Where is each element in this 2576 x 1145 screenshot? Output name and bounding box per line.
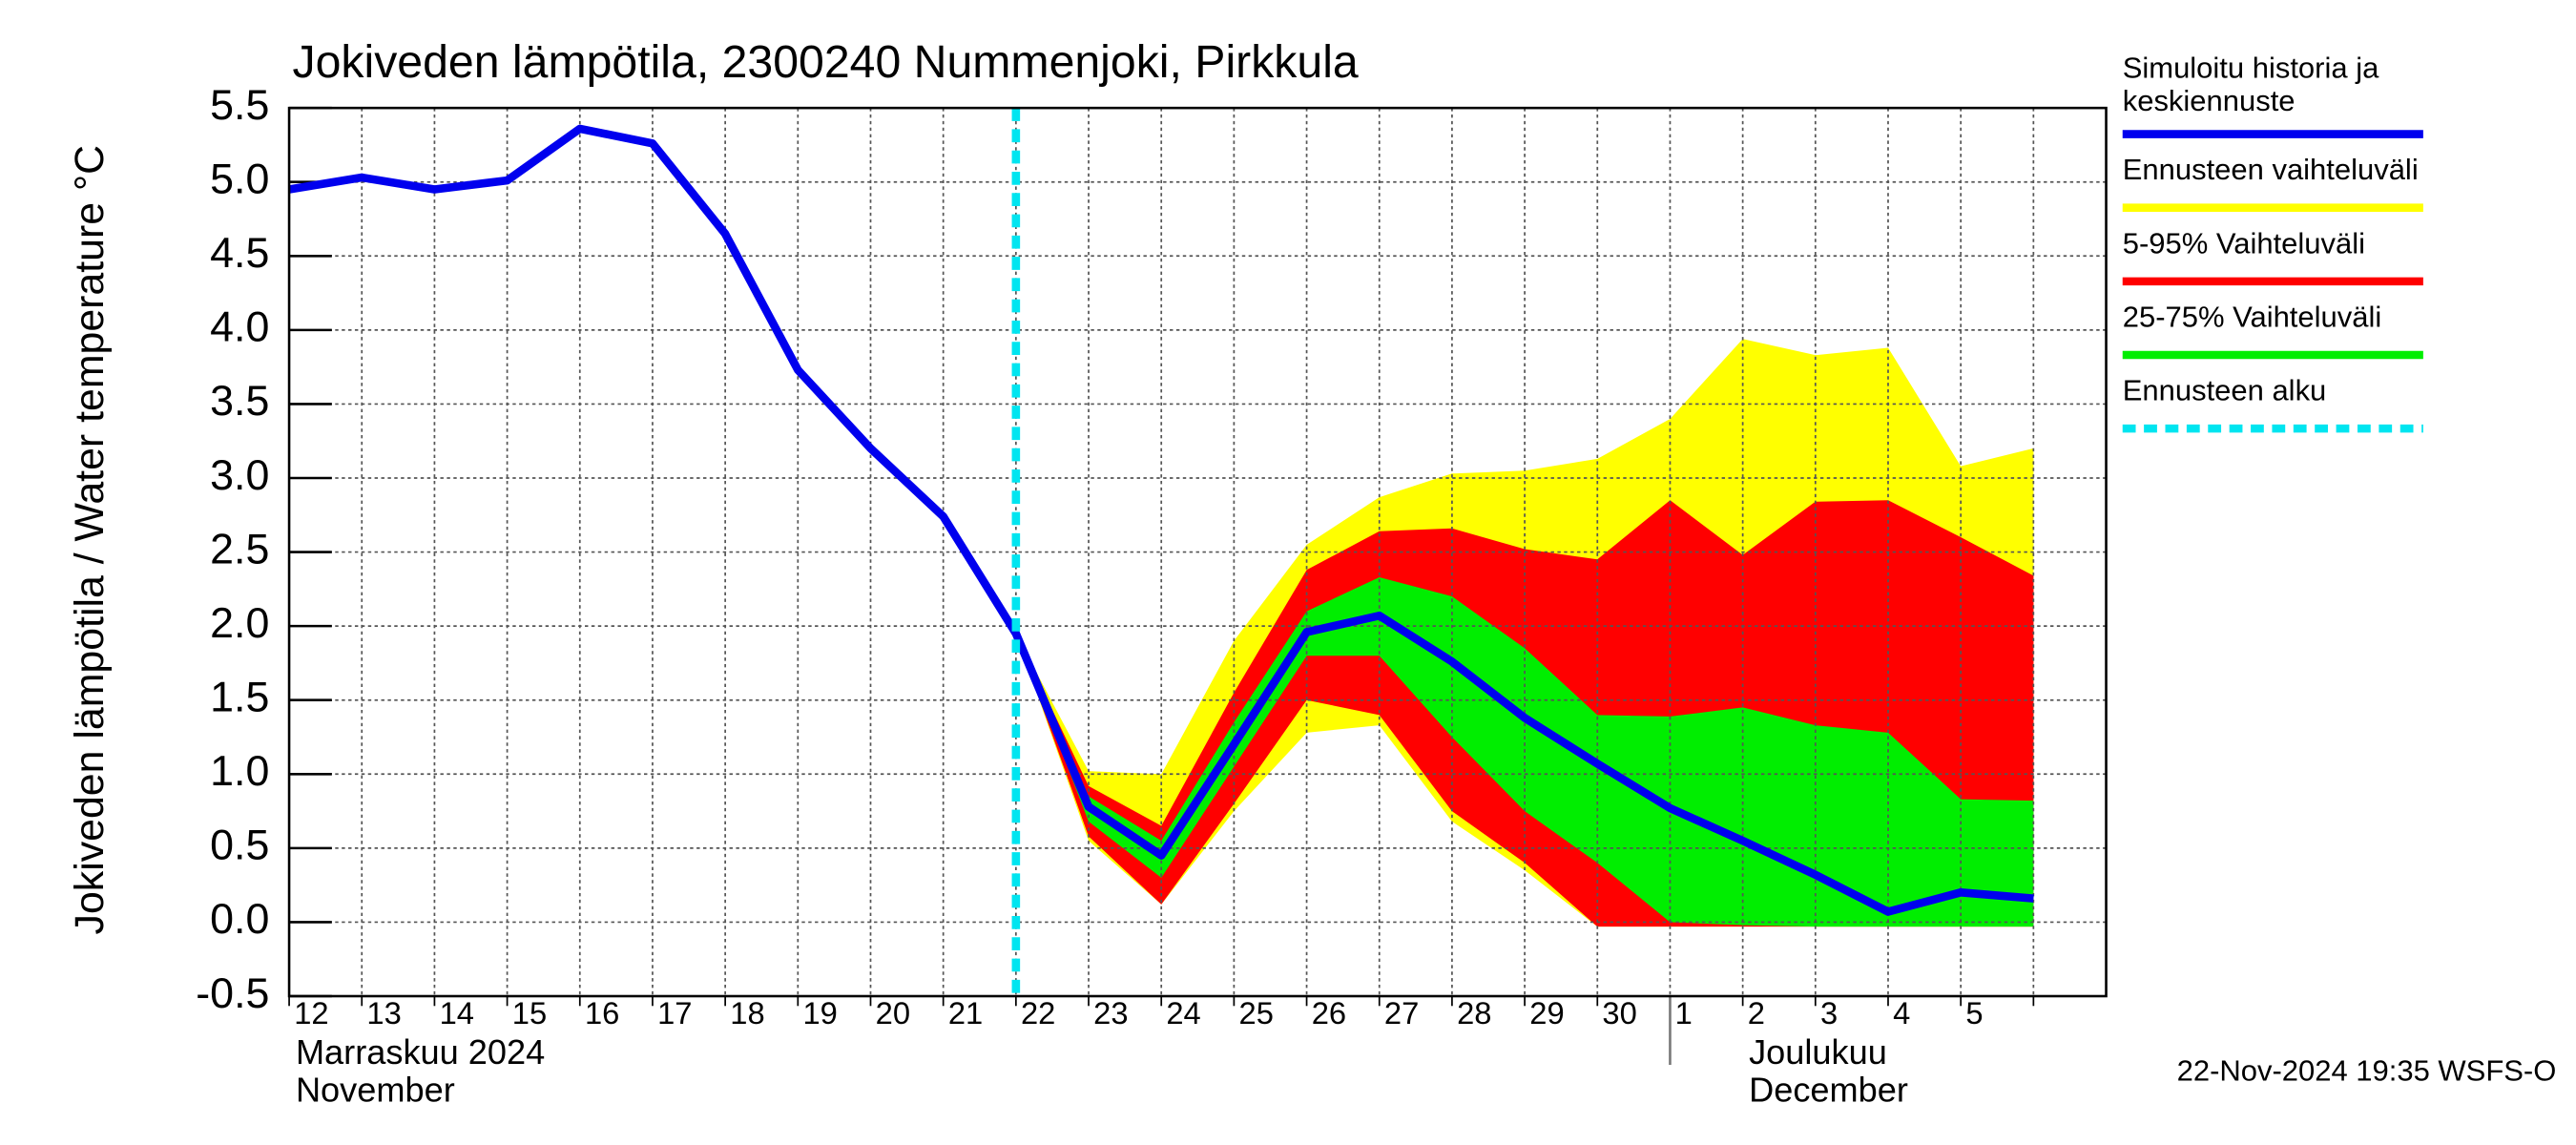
y-tick-label: 4.5 [210,230,269,277]
legend-label: Simuloitu historia ja keskiennuste [2123,52,2379,117]
y-tick-label: 3.0 [210,452,269,499]
x-tick-label: 28 [1457,995,1491,1030]
x-tick-label: 24 [1166,995,1200,1030]
x-tick-label: 13 [366,995,401,1030]
x-tick-label: 23 [1093,995,1128,1030]
x-tick-label: 15 [512,995,547,1030]
legend-label-line: keskiennuste [2123,84,2296,117]
x-tick-label: 25 [1239,995,1274,1030]
x-tick-label: 27 [1384,995,1419,1030]
x-tick-label: 16 [585,995,619,1030]
y-tick-label: 0.5 [210,822,269,869]
plot-frame [287,106,2108,998]
x-tick-label: 21 [948,995,983,1030]
x-tick-label: 1 [1675,995,1693,1030]
legend-label: 25-75% Vaihteluväli [2123,301,2381,334]
x-tick-label: 2 [1748,995,1765,1030]
y-tick-label: 2.0 [210,600,269,647]
chart-title: Jokiveden lämpötila, 2300240 Nummenjoki,… [293,36,1359,88]
legend-label: 5-95% Vaihteluväli [2123,226,2365,260]
y-tick-label: 5.0 [210,156,269,203]
y-axis-label: Jokiveden lämpötila / Water temperature … [67,145,113,935]
y-tick-label: 0.0 [210,896,269,943]
y-tick-label: 3.5 [210,378,269,425]
x-tick-label: 3 [1820,995,1838,1030]
timestamp: 22-Nov-2024 19:35 WSFS-O [2177,1054,2557,1088]
y-tick-label: -0.5 [196,970,269,1017]
y-tick-label: 1.0 [210,748,269,795]
x-tick-label: 30 [1602,995,1636,1030]
x-tick-label: 17 [657,995,692,1030]
month-label: Joulukuu [1749,1032,1887,1072]
x-tick-label: 29 [1529,995,1564,1030]
month-label: November [296,1071,455,1110]
series-line [288,124,2034,916]
x-tick-label: 4 [1893,995,1910,1030]
month-label: Marraskuu 2024 [296,1032,545,1072]
x-tick-label: 19 [802,995,837,1030]
y-tick-label: 2.5 [210,526,269,572]
x-tick-label: 14 [440,995,474,1030]
y-tick-label: 5.5 [210,82,269,129]
x-tick-label: 22 [1021,995,1055,1030]
x-tick-label: 5 [1965,995,1983,1030]
x-tick-label: 12 [294,995,328,1030]
legend-label-line: Simuloitu historia ja [2123,52,2379,85]
legend-label: Ennusteen vaihteluväli [2123,153,2419,186]
x-tick-label: 18 [730,995,764,1030]
y-tick-label: 4.0 [210,304,269,351]
x-tick-label: 20 [876,995,910,1030]
month-label: December [1749,1071,1908,1110]
legend-label: Ennusteen alku [2123,374,2327,407]
x-tick-label: 26 [1312,995,1346,1030]
y-tick-label: 1.5 [210,675,269,721]
